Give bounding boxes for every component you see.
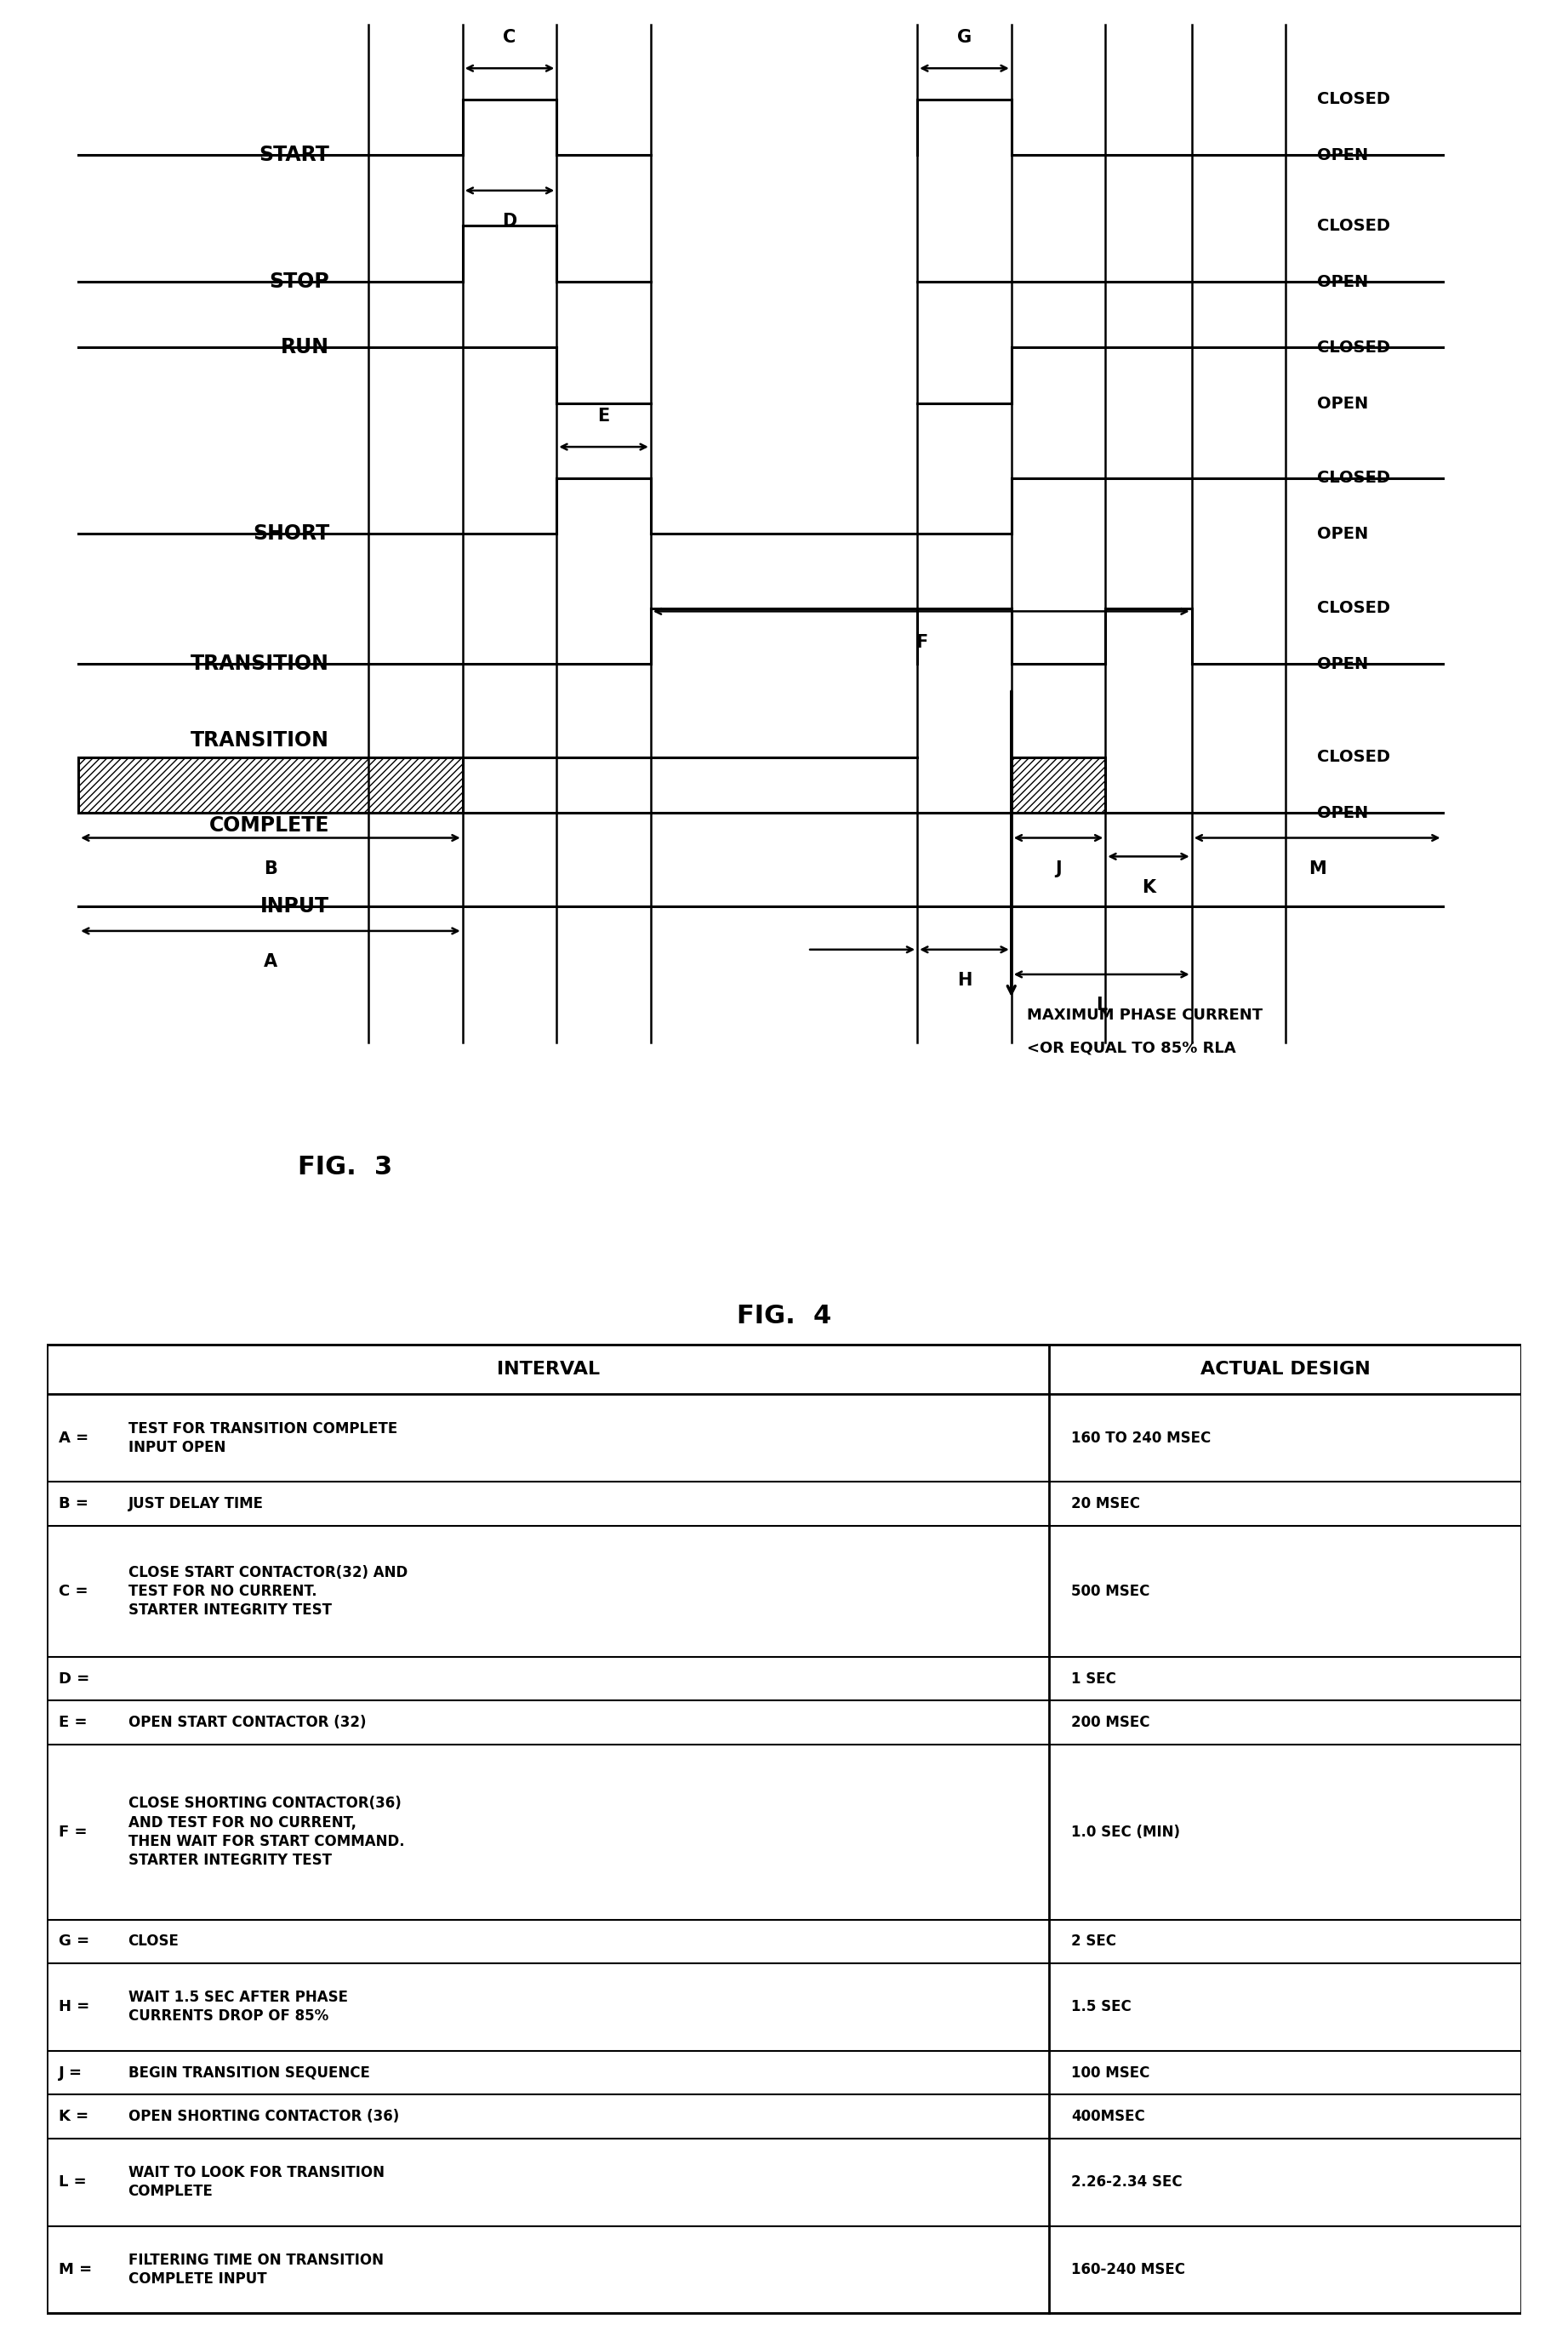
Text: L: L — [1096, 998, 1107, 1014]
Text: 1 SEC: 1 SEC — [1071, 1672, 1116, 1686]
Text: CLOSED: CLOSED — [1317, 91, 1391, 108]
Text: CLOSED: CLOSED — [1317, 340, 1391, 356]
Text: FILTERING TIME ON TRANSITION
COMPLETE INPUT: FILTERING TIME ON TRANSITION COMPLETE IN… — [129, 2253, 383, 2286]
Text: B =: B = — [60, 1497, 88, 1511]
Text: RUN: RUN — [281, 337, 329, 358]
Text: CLOSED: CLOSED — [1317, 749, 1391, 766]
Text: 20 MSEC: 20 MSEC — [1071, 1497, 1140, 1511]
Text: E =: E = — [60, 1714, 88, 1731]
Text: 160 TO 240 MSEC: 160 TO 240 MSEC — [1071, 1431, 1210, 1445]
Text: OPEN: OPEN — [1317, 274, 1369, 290]
Text: CLOSE SHORTING CONTACTOR(36)
AND TEST FOR NO CURRENT,
THEN WAIT FOR START COMMAN: CLOSE SHORTING CONTACTOR(36) AND TEST FO… — [129, 1796, 405, 1869]
Text: 1.5 SEC: 1.5 SEC — [1071, 2000, 1132, 2014]
Text: J =: J = — [60, 2066, 83, 2080]
Bar — [78, 756, 463, 813]
Text: A: A — [263, 953, 278, 970]
Text: K: K — [1142, 878, 1156, 897]
Text: C =: C = — [60, 1583, 88, 1600]
Text: A =: A = — [60, 1431, 89, 1445]
Text: 100 MSEC: 100 MSEC — [1071, 2066, 1149, 2080]
Text: TRANSITION: TRANSITION — [191, 653, 329, 674]
Text: CLOSED: CLOSED — [1317, 600, 1391, 616]
Text: INPUT: INPUT — [260, 897, 329, 916]
Text: 1.0 SEC (MIN): 1.0 SEC (MIN) — [1071, 1824, 1181, 1838]
Text: INTERVAL: INTERVAL — [497, 1361, 599, 1377]
Text: 500 MSEC: 500 MSEC — [1071, 1583, 1149, 1600]
Text: J: J — [1055, 860, 1062, 878]
Text: C: C — [503, 28, 516, 47]
Text: JUST DELAY TIME: JUST DELAY TIME — [129, 1497, 263, 1511]
Text: COMPLETE: COMPLETE — [209, 815, 329, 836]
Text: H =: H = — [60, 2000, 89, 2014]
Text: G: G — [956, 28, 972, 47]
Text: CLOSE: CLOSE — [129, 1934, 179, 1949]
Text: ACTUAL DESIGN: ACTUAL DESIGN — [1200, 1361, 1370, 1377]
Text: OPEN: OPEN — [1317, 148, 1369, 164]
Text: E: E — [597, 408, 610, 424]
Text: F: F — [916, 635, 927, 651]
Text: M =: M = — [60, 2262, 93, 2276]
Text: OPEN: OPEN — [1317, 525, 1369, 541]
Text: CLOSE START CONTACTOR(32) AND
TEST FOR NO CURRENT.
STARTER INTEGRITY TEST: CLOSE START CONTACTOR(32) AND TEST FOR N… — [129, 1564, 408, 1618]
Text: START: START — [259, 145, 329, 166]
Bar — [1011, 756, 1105, 813]
Text: CLOSED: CLOSED — [1317, 218, 1391, 234]
Text: SHORT: SHORT — [252, 525, 329, 543]
Text: B: B — [263, 860, 278, 878]
Text: F =: F = — [60, 1824, 88, 1838]
Text: FIG.  4: FIG. 4 — [737, 1304, 831, 1328]
Text: WAIT 1.5 SEC AFTER PHASE
CURRENTS DROP OF 85%: WAIT 1.5 SEC AFTER PHASE CURRENTS DROP O… — [129, 1991, 348, 2023]
Text: CLOSED: CLOSED — [1317, 471, 1391, 487]
Text: H: H — [956, 972, 972, 988]
Text: TRANSITION: TRANSITION — [191, 731, 329, 752]
Text: 2 SEC: 2 SEC — [1071, 1934, 1116, 1949]
Text: TEST FOR TRANSITION COMPLETE
INPUT OPEN: TEST FOR TRANSITION COMPLETE INPUT OPEN — [129, 1422, 397, 1454]
Text: BEGIN TRANSITION SEQUENCE: BEGIN TRANSITION SEQUENCE — [129, 2066, 370, 2080]
Text: D: D — [502, 213, 517, 230]
Text: K =: K = — [60, 2108, 89, 2124]
Text: STOP: STOP — [270, 272, 329, 293]
Text: OPEN: OPEN — [1317, 806, 1369, 822]
FancyBboxPatch shape — [47, 1344, 1521, 1393]
Text: 2.26-2.34 SEC: 2.26-2.34 SEC — [1071, 2173, 1182, 2190]
Text: WAIT TO LOOK FOR TRANSITION
COMPLETE: WAIT TO LOOK FOR TRANSITION COMPLETE — [129, 2164, 384, 2199]
Text: G =: G = — [60, 1934, 89, 1949]
Text: FIG.  3: FIG. 3 — [298, 1155, 392, 1178]
Text: D =: D = — [60, 1672, 89, 1686]
Text: OPEN SHORTING CONTACTOR (36): OPEN SHORTING CONTACTOR (36) — [129, 2108, 398, 2124]
Text: OPEN: OPEN — [1317, 656, 1369, 672]
Text: 200 MSEC: 200 MSEC — [1071, 1714, 1149, 1731]
Text: L =: L = — [60, 2173, 86, 2190]
Text: OPEN START CONTACTOR (32): OPEN START CONTACTOR (32) — [129, 1714, 365, 1731]
Text: 400MSEC: 400MSEC — [1071, 2108, 1145, 2124]
Text: M: M — [1308, 860, 1327, 878]
Text: MAXIMUM PHASE CURRENT: MAXIMUM PHASE CURRENT — [1027, 1007, 1262, 1023]
Text: OPEN: OPEN — [1317, 396, 1369, 412]
Text: 160-240 MSEC: 160-240 MSEC — [1071, 2262, 1185, 2276]
Text: <OR EQUAL TO 85% RLA: <OR EQUAL TO 85% RLA — [1027, 1040, 1236, 1056]
